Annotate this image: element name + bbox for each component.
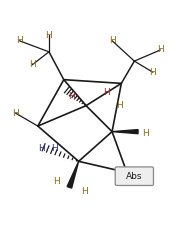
Text: H: H bbox=[150, 68, 156, 77]
Text: H: H bbox=[46, 31, 52, 40]
Polygon shape bbox=[112, 130, 138, 134]
Text: H: H bbox=[29, 60, 36, 69]
Text: H: H bbox=[68, 92, 75, 101]
Text: H: H bbox=[38, 144, 45, 153]
Text: H: H bbox=[53, 177, 60, 186]
Text: H: H bbox=[103, 88, 110, 97]
Text: H: H bbox=[116, 101, 123, 110]
Text: H: H bbox=[51, 144, 58, 153]
Polygon shape bbox=[67, 161, 79, 188]
Text: H: H bbox=[109, 36, 115, 45]
Text: H: H bbox=[142, 129, 149, 138]
Text: H: H bbox=[157, 46, 164, 54]
Text: H: H bbox=[12, 109, 19, 118]
Text: H: H bbox=[16, 36, 23, 45]
Text: Abs: Abs bbox=[126, 172, 142, 181]
Text: H: H bbox=[81, 187, 88, 195]
FancyBboxPatch shape bbox=[115, 167, 154, 186]
